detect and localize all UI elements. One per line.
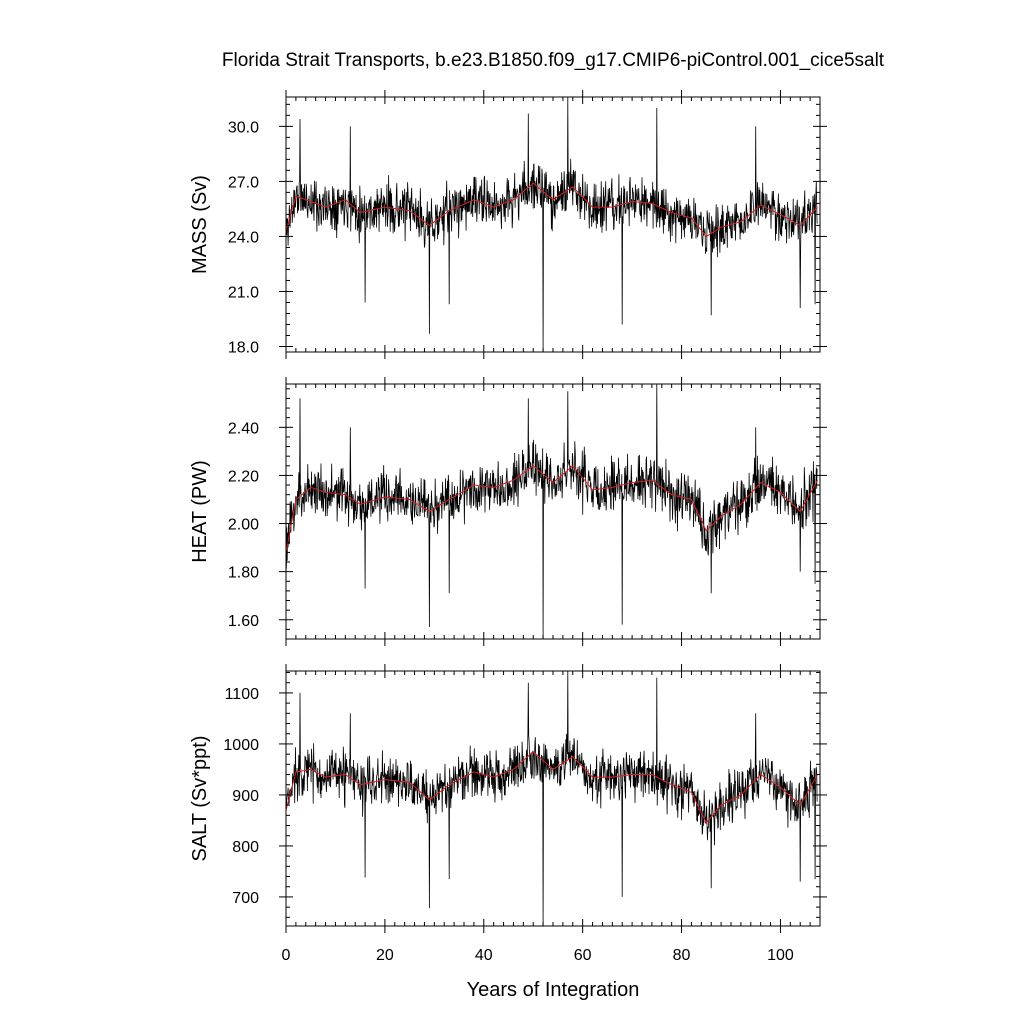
y-tick-label: 1100 <box>225 686 260 703</box>
x-axis-label: Years of Integration <box>467 979 640 1001</box>
y-tick-label: 2.40 <box>228 420 259 437</box>
series-smoothed-heat <box>286 465 818 553</box>
x-tick-label: 20 <box>376 947 394 964</box>
series-smoothed-salt <box>286 750 818 824</box>
y-tick-label: 21.0 <box>228 284 259 301</box>
x-tick-label: 40 <box>475 947 493 964</box>
y-tick-label: 1.60 <box>228 613 259 630</box>
y-axis-label-heat: HEAT (PW) <box>189 460 211 563</box>
y-tick-label: 27.0 <box>228 174 259 191</box>
x-tick-label: 0 <box>282 947 291 964</box>
x-tick-label: 80 <box>673 947 691 964</box>
panel-salt: 700 800 900 1000 1100 0 20 40 60 80 100 SALT (Sv*pp… <box>189 664 827 964</box>
y-tick-label: 1.80 <box>228 565 259 582</box>
y-tick-label: 700 <box>232 890 259 907</box>
panel-mass: 18.0 21.0 24.0 27.0 30.0 MASS (Sv) <box>189 90 827 359</box>
y-tick-label: 2.20 <box>228 468 259 485</box>
series-raw-heat <box>286 384 818 639</box>
y-tick-label: 2.00 <box>228 517 259 534</box>
y-tick-label: 30.0 <box>228 119 259 136</box>
figure-title: Florida Strait Transports, b.e23.B1850.f… <box>222 50 885 71</box>
y-tick-label: 18.0 <box>228 339 259 356</box>
y-tick-label: 1000 <box>223 737 259 754</box>
y-axis-label-mass: MASS (Sv) <box>189 175 211 274</box>
x-tick-label: 100 <box>767 947 794 964</box>
x-tick-label: 60 <box>574 947 592 964</box>
series-raw-mass <box>286 97 818 352</box>
y-axis-label-salt: SALT (Sv*ppt) <box>189 736 211 862</box>
series-raw-salt <box>286 671 818 926</box>
y-tick-label: 800 <box>232 839 259 856</box>
y-tick-label: 24.0 <box>228 229 259 246</box>
y-tick-label: 900 <box>232 788 259 805</box>
series-smoothed-mass <box>286 182 818 238</box>
panel-heat: 1.60 1.80 2.00 2.20 2.40 HEAT (PW) <box>189 377 827 646</box>
